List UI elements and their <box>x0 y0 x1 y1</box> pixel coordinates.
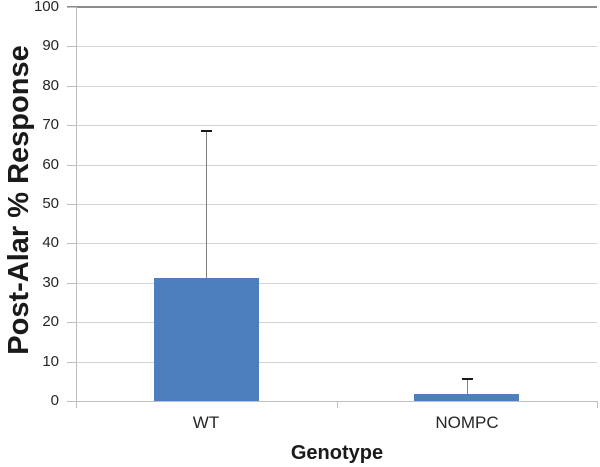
y-tick <box>67 204 76 205</box>
x-axis-title: Genotype <box>290 442 384 464</box>
y-tick <box>67 7 76 8</box>
x-tick <box>76 401 77 408</box>
y-tick-label: 100 <box>33 0 59 15</box>
x-tick <box>597 401 598 408</box>
y-tick-label: 30 <box>42 274 59 291</box>
category-label-wt: WT <box>192 413 220 432</box>
y-axis-line <box>76 7 77 408</box>
bar-wt <box>154 278 259 401</box>
gridline <box>76 283 597 284</box>
y-tick-label: 10 <box>42 353 59 370</box>
gridline <box>76 86 597 87</box>
y-tick <box>67 125 76 126</box>
error-bar-line-nompc <box>467 379 468 394</box>
gridline <box>76 322 597 323</box>
plot-top-border <box>67 6 597 8</box>
y-tick <box>67 322 76 323</box>
gridline <box>76 362 597 363</box>
gridline <box>76 204 597 205</box>
y-tick <box>67 243 76 244</box>
y-tick-label: 20 <box>42 313 59 330</box>
y-tick-label: 90 <box>42 37 59 54</box>
y-tick-label: 80 <box>42 77 59 94</box>
gridline <box>76 243 597 244</box>
y-tick <box>67 46 76 47</box>
gridline <box>76 165 597 166</box>
y-tick-label: 50 <box>42 195 59 212</box>
y-tick-label: 40 <box>42 234 59 251</box>
bar-nompc <box>414 394 519 401</box>
gridline <box>76 46 597 47</box>
y-tick <box>67 362 76 363</box>
y-tick <box>67 401 76 402</box>
y-tick-label: 70 <box>42 116 59 133</box>
x-tick <box>337 401 338 408</box>
gridline <box>76 125 597 126</box>
error-bar-cap-nompc <box>462 378 473 380</box>
x-axis-line <box>67 401 597 402</box>
y-tick-label: 0 <box>50 392 59 409</box>
y-tick <box>67 86 76 87</box>
error-bar-cap-wt <box>201 130 212 132</box>
error-bar-line-wt <box>206 131 207 278</box>
category-label-nompc: NOMPC <box>435 413 499 432</box>
y-tick-label: 60 <box>42 156 59 173</box>
y-tick <box>67 283 76 284</box>
y-tick <box>67 165 76 166</box>
